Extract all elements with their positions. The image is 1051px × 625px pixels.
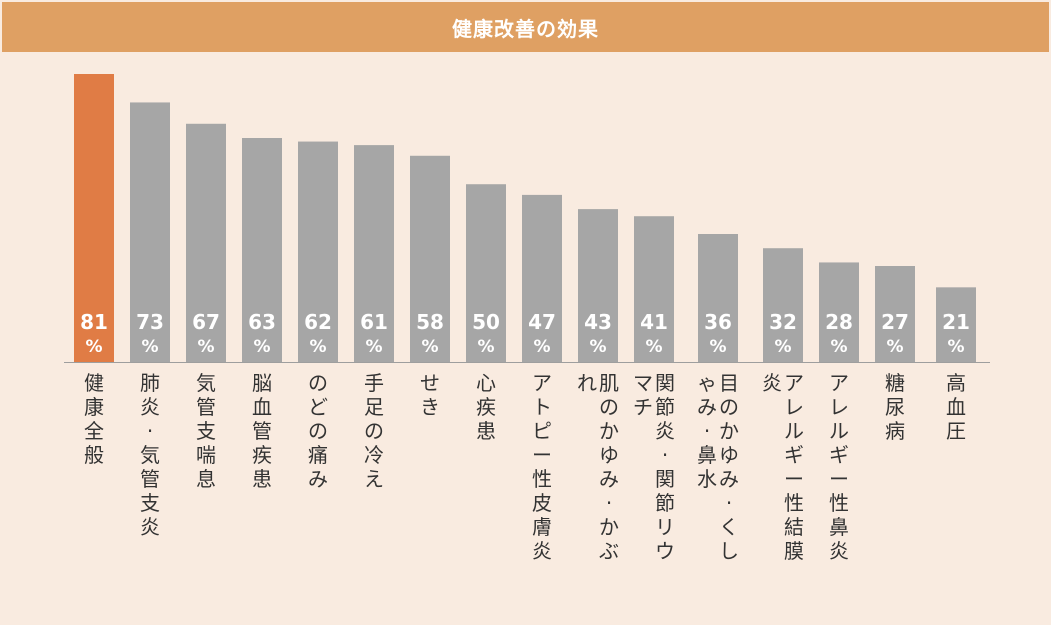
category-label: アレルギー性結膜炎 (762, 371, 804, 563)
data-label-unit: % (141, 337, 158, 357)
bar (522, 194, 562, 362)
category-label: アトピー性皮膚炎 (532, 371, 552, 563)
data-label: 61 (360, 310, 388, 334)
bar (74, 74, 114, 362)
data-label: 21 (942, 310, 970, 334)
category-label: 心疾患 (476, 371, 496, 443)
data-label-unit: % (947, 337, 964, 357)
data-label: 67 (192, 310, 220, 334)
bar (410, 155, 450, 362)
category-label: 関節炎·関節リウマチ (633, 371, 675, 563)
data-label-unit: % (774, 337, 791, 357)
data-label: 32 (769, 310, 797, 334)
data-label: 62 (304, 310, 332, 334)
data-label-unit: % (830, 337, 847, 357)
data-label-unit: % (589, 337, 606, 357)
data-label: 47 (528, 310, 556, 334)
category-label: 気管支喘息 (196, 371, 216, 491)
bar (578, 209, 618, 362)
data-label: 73 (136, 310, 164, 334)
data-label-unit: % (309, 337, 326, 357)
bar (130, 102, 170, 362)
data-label: 50 (472, 310, 500, 334)
bar (698, 234, 738, 362)
bar (186, 123, 226, 363)
data-label-unit: % (85, 337, 102, 357)
data-label-unit: % (709, 337, 726, 357)
bar (242, 138, 282, 362)
data-label: 58 (416, 310, 444, 334)
data-label-unit: % (253, 337, 270, 357)
category-label: 高血圧 (946, 371, 966, 443)
chart-title: 健康改善の効果 (2, 2, 1049, 52)
bar (354, 145, 394, 362)
data-label: 36 (704, 310, 732, 334)
bar (936, 287, 976, 362)
data-label: 41 (640, 310, 668, 334)
bar (634, 216, 674, 362)
category-label: 目のかゆみ·くしゃみ·鼻水 (697, 371, 739, 563)
category-label: 肌のかゆみ·かぶれ (577, 371, 619, 563)
data-label-unit: % (886, 337, 903, 357)
bar (763, 248, 803, 362)
bar (466, 184, 506, 362)
data-label: 28 (825, 310, 853, 334)
data-label-unit: % (477, 337, 494, 357)
data-label: 43 (584, 310, 612, 334)
bar (875, 266, 915, 362)
data-label: 27 (881, 310, 909, 334)
category-label: 健康全般 (84, 371, 104, 467)
data-label-unit: % (421, 337, 438, 357)
category-label: 手足の冷え (364, 371, 384, 491)
category-label: のどの痛み (308, 371, 328, 491)
data-label-unit: % (645, 337, 662, 357)
data-label: 63 (248, 310, 276, 334)
data-label-unit: % (197, 337, 214, 357)
category-label: 肺炎·気管支炎 (140, 371, 160, 539)
category-label: アレルギー性鼻炎 (829, 371, 849, 563)
category-label: せき (420, 371, 440, 419)
data-label-unit: % (365, 337, 382, 357)
category-label: 脳血管疾患 (252, 371, 272, 491)
data-label-unit: % (533, 337, 550, 357)
bar (298, 141, 338, 362)
bar (819, 262, 859, 362)
category-label: 糖尿病 (885, 371, 905, 443)
data-label: 81 (80, 310, 108, 334)
